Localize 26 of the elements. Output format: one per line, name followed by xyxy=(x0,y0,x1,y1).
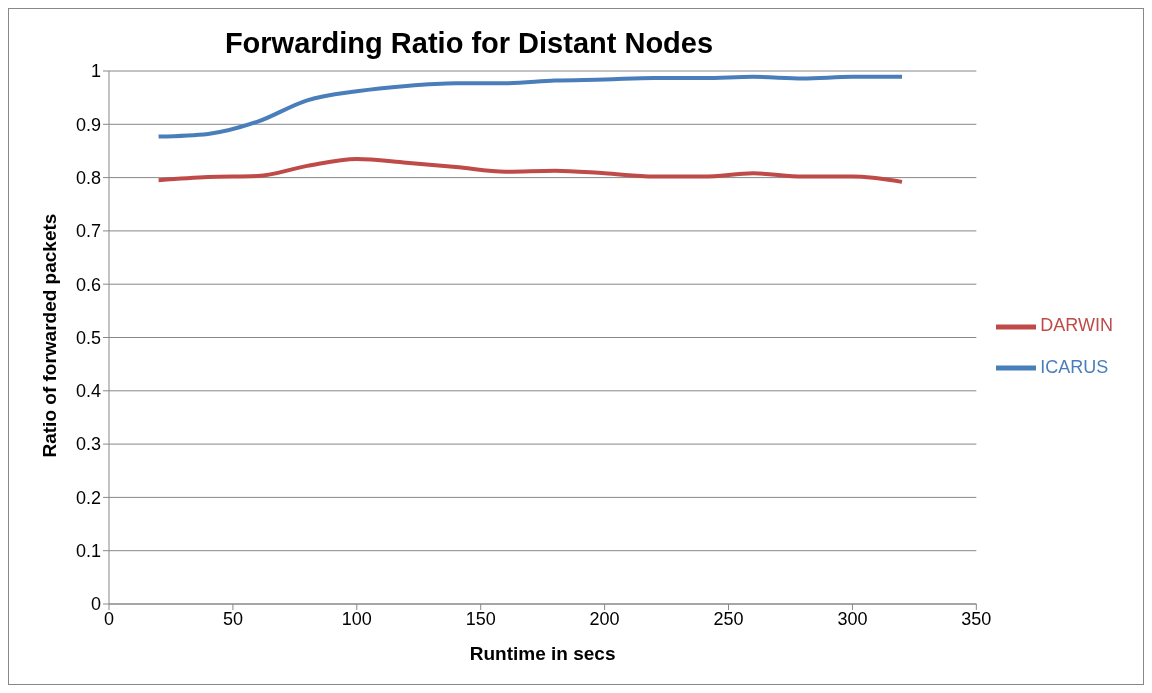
x-tick-label: 250 xyxy=(713,608,744,629)
x-tick-label: 100 xyxy=(341,608,372,629)
chart-title: Forwarding Ratio for Distant Nodes xyxy=(223,27,715,60)
y-tick-label: 0.5 xyxy=(75,327,101,348)
y-tick-label: 0 xyxy=(90,594,101,615)
x-tick-label: 200 xyxy=(589,608,620,629)
line-series xyxy=(156,74,904,139)
y-tick-label: 0.7 xyxy=(75,221,101,242)
y-tick-label: 0.9 xyxy=(75,114,101,135)
y-tick-label: 0.2 xyxy=(75,487,101,508)
x-tick-label: 0 xyxy=(103,608,115,629)
x-tick-label: 150 xyxy=(465,608,496,629)
legend-label: DARWIN xyxy=(1040,315,1113,336)
y-tick-label: 0.6 xyxy=(75,274,101,295)
y-tick-label: 1 xyxy=(90,61,101,82)
x-axis-title: Runtime in secs xyxy=(469,643,616,664)
y-tick-label: 0.1 xyxy=(75,541,101,562)
legend-label: ICARUS xyxy=(1040,356,1109,377)
x-tick-label: 50 xyxy=(222,608,243,629)
y-tick-label: 0.3 xyxy=(75,434,101,455)
line-series xyxy=(156,156,904,184)
y-tick-label: 0.4 xyxy=(75,381,101,402)
y-axis-title: Ratio of forwarded packets xyxy=(38,213,60,458)
x-tick-label: 300 xyxy=(837,608,868,629)
y-tick-label: 0.8 xyxy=(75,167,101,188)
x-tick-label: 350 xyxy=(961,608,992,629)
